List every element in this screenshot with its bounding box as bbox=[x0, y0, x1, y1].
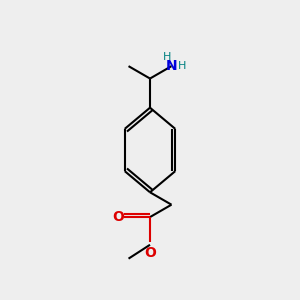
Text: H: H bbox=[178, 61, 187, 71]
Text: O: O bbox=[144, 246, 156, 260]
Text: O: O bbox=[112, 210, 124, 224]
Text: H: H bbox=[163, 52, 171, 62]
Text: N: N bbox=[166, 59, 177, 73]
